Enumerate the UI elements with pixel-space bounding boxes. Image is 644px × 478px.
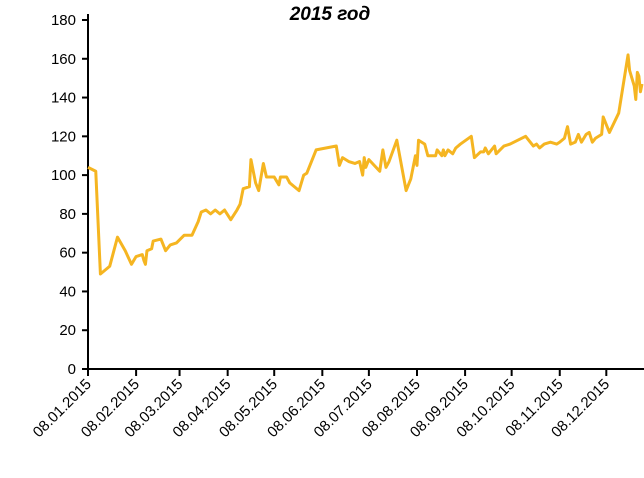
- y-tick-label: 120: [51, 128, 76, 145]
- y-tick-label: 20: [59, 322, 76, 339]
- chart-title: 2015 год: [289, 4, 371, 25]
- y-tick-label: 0: [68, 361, 76, 378]
- y-tick-label: 40: [59, 283, 76, 300]
- y-tick-label: 100: [51, 167, 76, 184]
- y-tick-label: 140: [51, 90, 76, 107]
- y-tick-label: 80: [59, 206, 76, 223]
- y-tick-label: 160: [51, 51, 76, 68]
- line-series: [87, 53, 644, 276]
- y-tick-label: 60: [59, 245, 76, 262]
- y-tick-label: 180: [51, 12, 76, 29]
